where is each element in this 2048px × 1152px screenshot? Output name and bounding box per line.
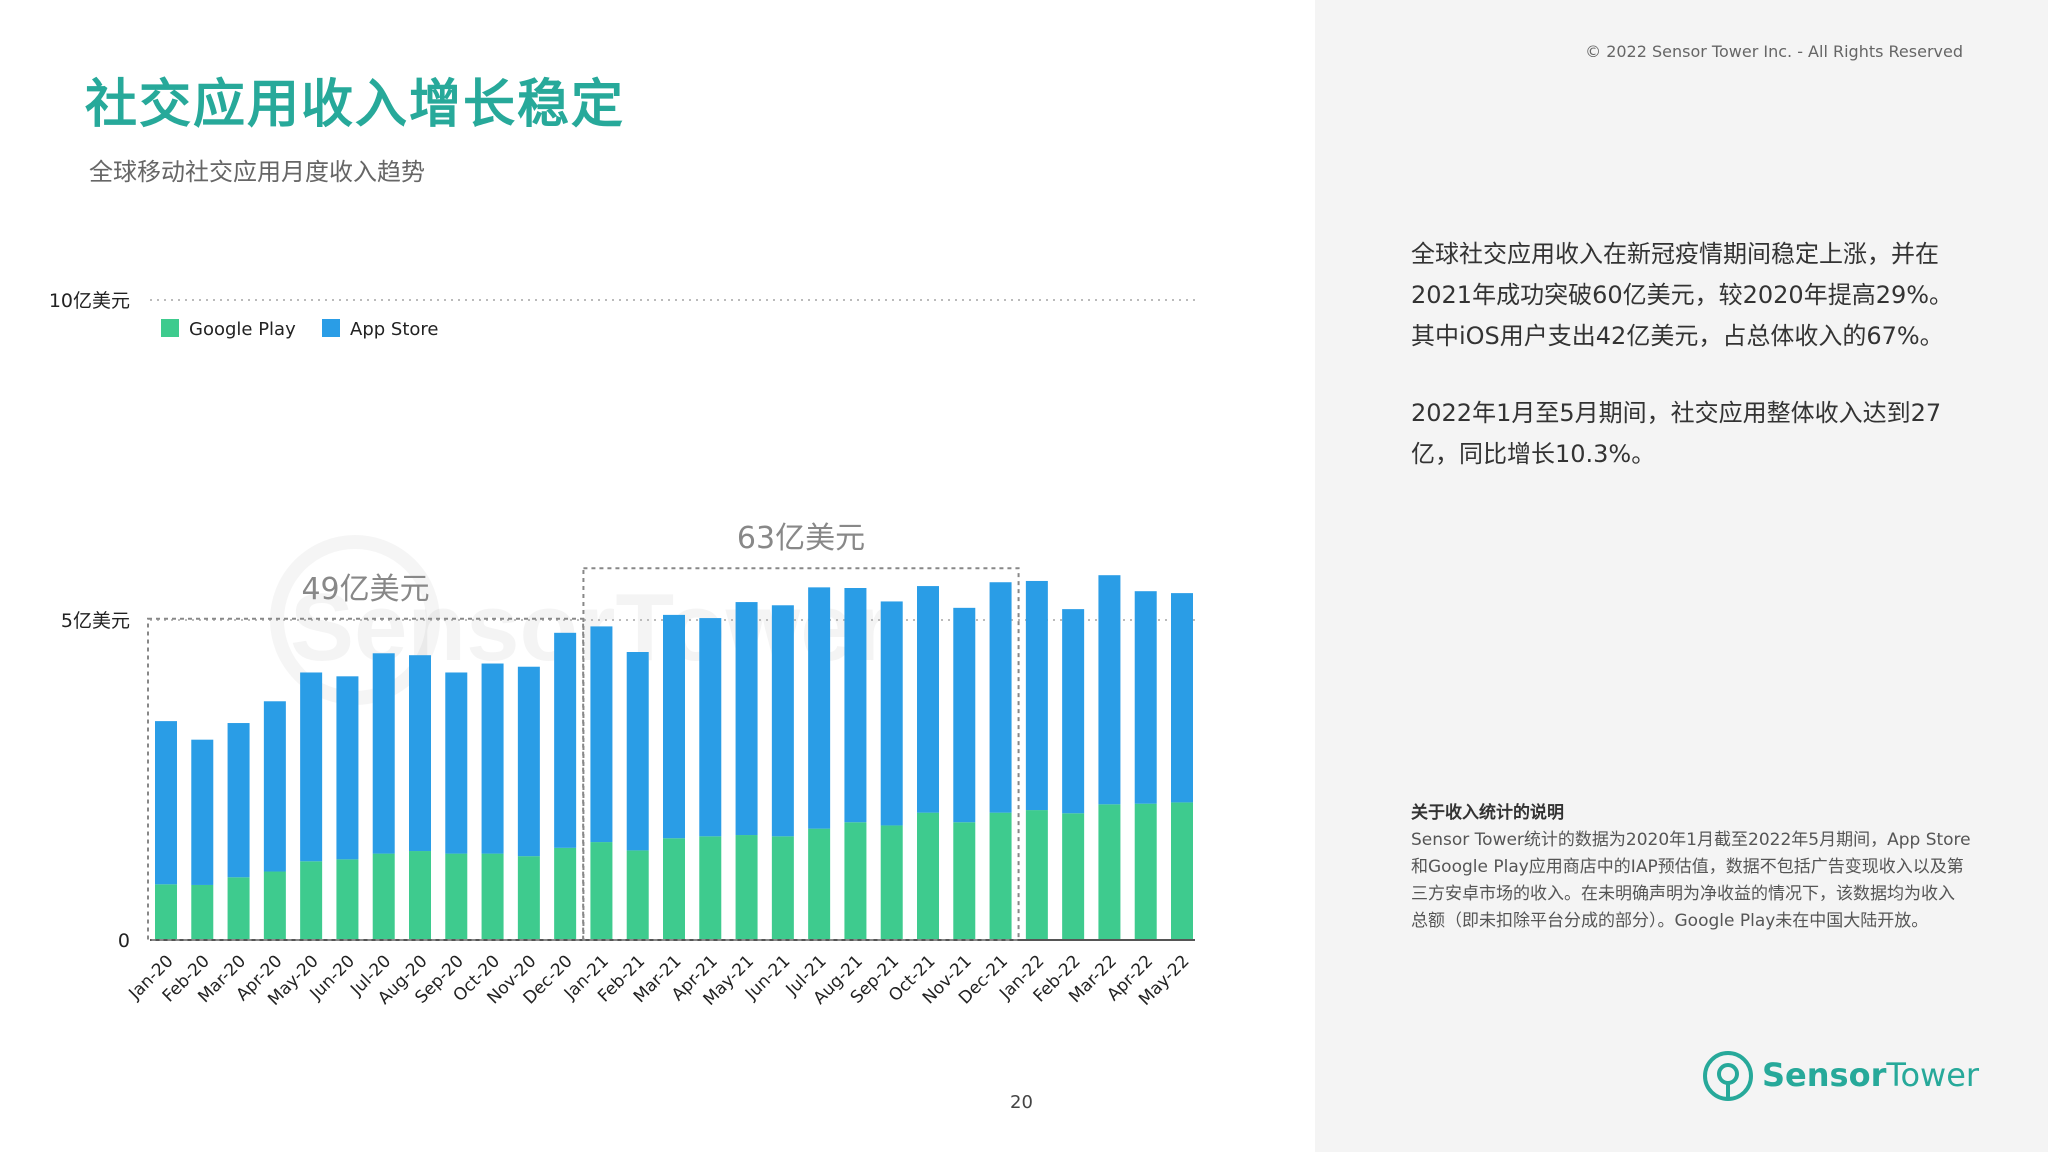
bar-app-store <box>1025 580 1048 811</box>
bar-app-store <box>1134 591 1157 804</box>
bar-app-store <box>1062 609 1085 814</box>
legend-swatch-app-store <box>322 319 340 337</box>
page-number: 20 <box>1010 1092 1033 1113</box>
bar-app-store <box>808 587 831 829</box>
bar-app-store <box>227 723 250 878</box>
bar-app-store <box>989 582 1012 813</box>
right-panel <box>1315 0 2048 1152</box>
bar-google-play <box>808 828 831 940</box>
bar-app-store <box>517 666 540 857</box>
bar-google-play <box>663 838 685 940</box>
bar-google-play <box>1098 804 1121 940</box>
bar-app-store <box>880 601 903 826</box>
summary-text: 全球社交应用收入在新冠疫情期间稳定上涨，并在2021年成功突破60亿美元，较20… <box>1411 234 1971 511</box>
page-title: 社交应用收入增长稳定 <box>85 75 626 135</box>
bar-app-store <box>336 676 359 860</box>
bar-google-play <box>1062 813 1085 940</box>
bar-app-store <box>844 588 867 823</box>
bar-app-store <box>735 602 758 836</box>
bar-google-play <box>953 822 976 940</box>
bar-app-store <box>409 655 431 852</box>
bar-google-play <box>699 836 722 940</box>
bar-app-store <box>191 739 214 885</box>
bar-app-store <box>953 607 976 823</box>
note-body: Sensor Tower统计的数据为2020年1月截至2022年5月期间，App… <box>1411 830 1971 931</box>
bar-google-play <box>917 812 939 940</box>
bar-google-play <box>989 812 1012 940</box>
y-tick-label: 0 <box>118 930 130 952</box>
bar-app-store <box>263 701 286 872</box>
bar-app-store <box>481 663 504 854</box>
bar-google-play <box>590 842 613 940</box>
sensor-tower-logo-icon <box>1703 1051 1753 1101</box>
bar-app-store <box>372 653 395 854</box>
bar-google-play <box>191 884 214 940</box>
bar-google-play <box>409 851 431 940</box>
sensor-tower-logo-text: SensorTower <box>1762 1056 1980 1094</box>
y-tick-label: 5亿美元 <box>61 610 130 632</box>
bar-google-play <box>844 822 867 940</box>
bar-app-store <box>155 721 177 885</box>
bar-google-play <box>155 884 177 940</box>
bar-google-play <box>263 871 286 940</box>
note-title: 关于收入统计的说明 <box>1411 803 1564 823</box>
bar-app-store <box>1098 575 1121 805</box>
bar-google-play <box>735 835 758 940</box>
legend-label-google-play: Google Play <box>189 319 296 340</box>
copyright-text: © 2022 Sensor Tower Inc. - All Rights Re… <box>1585 42 1963 61</box>
annotation-box <box>582 567 1020 941</box>
bar-google-play <box>445 853 468 940</box>
bar-google-play <box>372 853 395 940</box>
bar-google-play <box>336 859 359 940</box>
bar-google-play <box>1025 810 1048 940</box>
bar-app-store <box>663 614 685 839</box>
annotation-label: 49亿美元 <box>301 572 429 607</box>
bar-app-store <box>917 586 939 813</box>
bar-app-store <box>771 605 794 837</box>
page-subtitle: 全球移动社交应用月度收入趋势 <box>89 158 425 186</box>
summary-paragraph-1: 全球社交应用收入在新冠疫情期间稳定上涨，并在2021年成功突破60亿美元，较20… <box>1411 240 1954 350</box>
bar-app-store <box>699 618 722 837</box>
sensor-tower-logo: SensorTower <box>1700 1048 1979 1104</box>
bar-app-store <box>1171 593 1193 803</box>
revenue-note: 关于收入统计的说明 Sensor Tower统计的数据为2020年1月截至202… <box>1411 800 1971 935</box>
summary-paragraph-2: 2022年1月至5月期间，社交应用整体收入达到27亿，同比增长10.3%。 <box>1411 399 1942 468</box>
bar-app-store <box>590 626 613 843</box>
legend-swatch-google-play <box>161 319 179 337</box>
bar-google-play <box>771 836 794 940</box>
legend-label-app-store: App Store <box>350 319 438 340</box>
bar-google-play <box>227 877 250 940</box>
bar-app-store <box>626 652 649 851</box>
y-tick-label: 10亿美元 <box>49 290 130 312</box>
annotation-label: 63亿美元 <box>737 521 865 556</box>
bar-google-play <box>1134 803 1157 940</box>
bar-app-store <box>300 672 323 862</box>
bar-google-play <box>880 825 903 940</box>
bar-google-play <box>481 853 504 940</box>
bar-google-play <box>554 847 577 940</box>
bar-google-play <box>300 861 323 940</box>
bar-google-play <box>517 856 540 940</box>
bar-app-store <box>445 672 468 854</box>
bar-google-play <box>1171 802 1193 940</box>
bar-google-play <box>626 850 649 940</box>
bar-app-store <box>554 632 577 848</box>
